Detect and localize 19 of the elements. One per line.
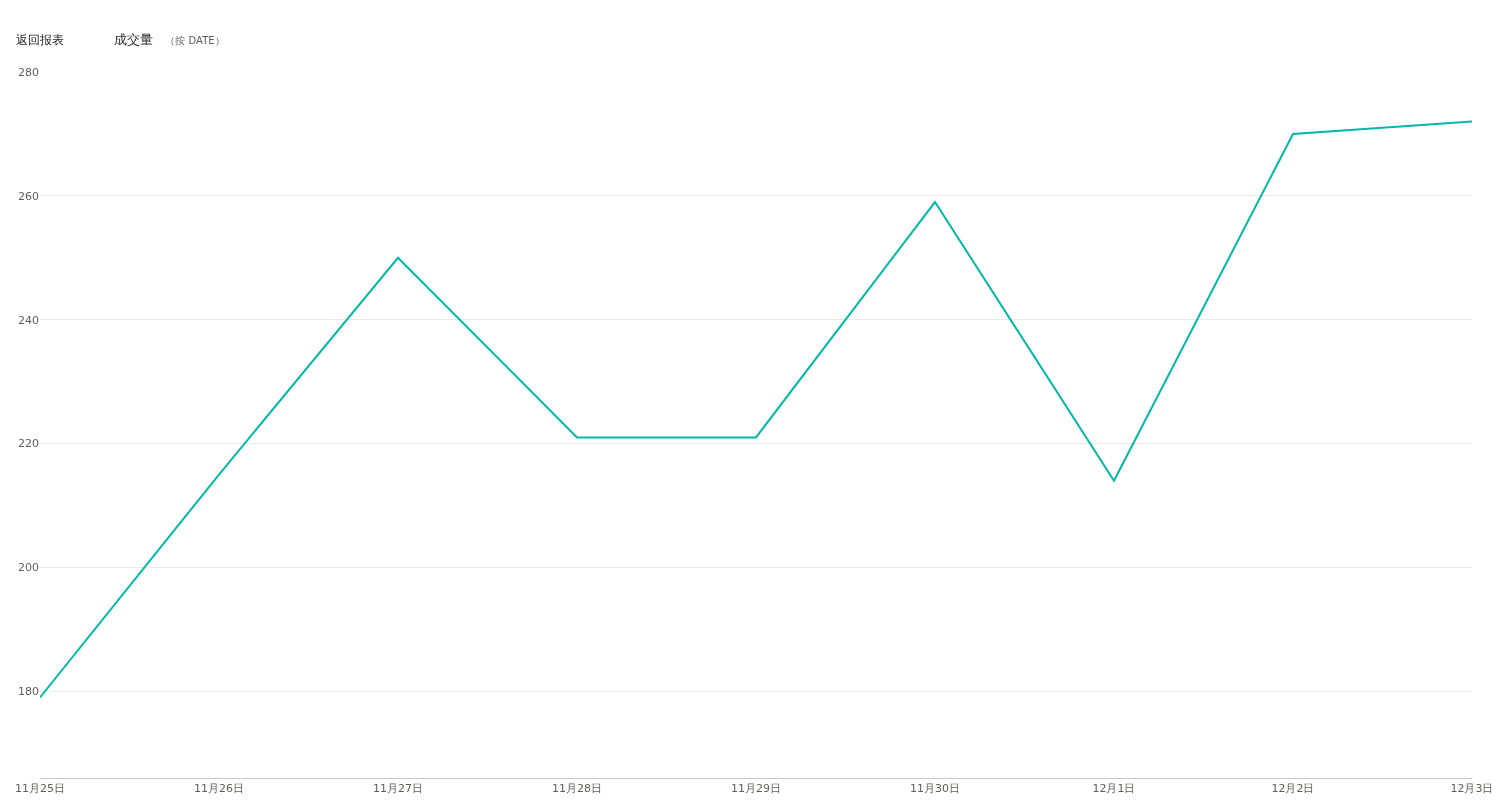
x-tick-label: 12月3日 <box>1450 782 1494 796</box>
x-tick-label: 11月26日 <box>194 782 244 796</box>
x-tick-label: 11月29日 <box>731 782 781 796</box>
x-tick-label: 12月2日 <box>1271 782 1315 796</box>
y-tick-label: 180 <box>18 685 39 699</box>
chart-title: 成交量 <box>114 31 153 47</box>
y-tick-label: 200 <box>18 561 39 575</box>
y-tick-label: 260 <box>18 189 39 203</box>
chart-subtitle: （按 DATE） <box>165 34 225 46</box>
y-tick-label: 240 <box>18 313 39 327</box>
y-tick-label: 280 <box>18 65 39 79</box>
x-tick-label: 12月1日 <box>1092 782 1136 796</box>
x-tick-label: 11月25日 <box>15 782 65 796</box>
y-tick-label: 220 <box>18 437 39 451</box>
line-series <box>40 120 1472 699</box>
text: 返回报表 <box>16 33 64 47</box>
x-tick-label: 11月28日 <box>552 782 602 796</box>
x-tick-label: 11月30日 <box>910 782 960 796</box>
x-tick-label: 11月27日 <box>373 782 423 796</box>
